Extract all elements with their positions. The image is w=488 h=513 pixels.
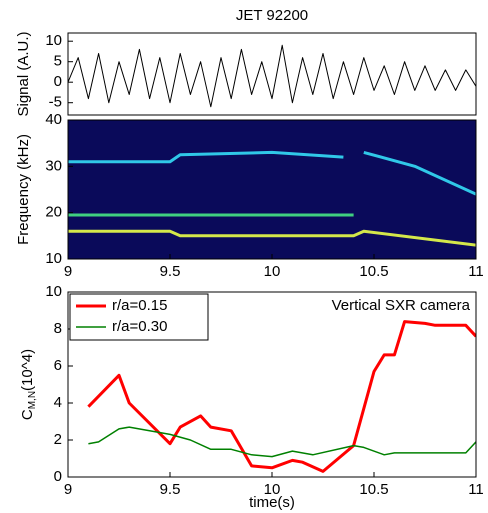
y-tick-label: 10 bbox=[45, 250, 62, 267]
spectral-band bbox=[68, 150, 344, 164]
y-tick-label: 2 bbox=[54, 431, 62, 448]
series-line bbox=[87, 320, 476, 473]
spectral-band bbox=[68, 229, 476, 247]
y-label-rest: (10^4) bbox=[19, 349, 36, 391]
y-tick-label: -5 bbox=[49, 94, 62, 111]
y-label-sub: M,N bbox=[27, 391, 38, 409]
x-tick-label: 11 bbox=[468, 481, 484, 498]
x-tick-label: 9 bbox=[64, 263, 72, 280]
plot bbox=[68, 150, 476, 247]
y-tick-label: 40 bbox=[45, 111, 62, 128]
y-tick-label: 4 bbox=[54, 394, 62, 411]
x-tick-label: 10.5 bbox=[359, 263, 388, 280]
series-line bbox=[68, 44, 476, 108]
chart-title: JET 92200 bbox=[236, 7, 308, 24]
y-tick-label: 20 bbox=[45, 204, 62, 221]
plot bbox=[87, 320, 476, 473]
series-line bbox=[88, 426, 476, 458]
legend-label: r/a=0.30 bbox=[112, 318, 167, 335]
x-tick-label: 9.5 bbox=[160, 481, 181, 498]
legend-label: r/a=0.15 bbox=[112, 297, 167, 314]
y-tick-label: 5 bbox=[54, 53, 62, 70]
y-axis-label: Frequency (kHz) bbox=[15, 134, 32, 245]
x-tick-label: 10 bbox=[264, 481, 281, 498]
plot bbox=[68, 44, 476, 108]
y-tick-label: 30 bbox=[45, 157, 62, 174]
legend-box bbox=[69, 293, 209, 341]
y-tick-label: 10 bbox=[45, 32, 62, 49]
y-axis-label: Signal (A.U.) bbox=[15, 31, 32, 116]
axes-frame bbox=[67, 32, 477, 116]
y-tick-label: 0 bbox=[54, 73, 62, 90]
spectral-band bbox=[363, 150, 476, 196]
x-tick-label: 9.5 bbox=[160, 263, 181, 280]
y-tick-label: 0 bbox=[54, 468, 62, 485]
x-tick-label: 11 bbox=[468, 263, 484, 280]
x-tick-label: 10.5 bbox=[359, 481, 388, 498]
y-label-main: C bbox=[19, 409, 36, 420]
y-axis-label: CM,N(10^4) bbox=[19, 349, 38, 420]
y-tick-label: 6 bbox=[54, 357, 62, 374]
x-tick-label: 9 bbox=[64, 481, 72, 498]
x-tick-label: 10 bbox=[264, 263, 281, 280]
y-tick-label: 10 bbox=[45, 283, 62, 300]
annotation: Vertical SXR camera bbox=[332, 297, 471, 314]
y-tick-label: 8 bbox=[54, 320, 62, 337]
x-axis-label: time(s) bbox=[249, 494, 295, 511]
